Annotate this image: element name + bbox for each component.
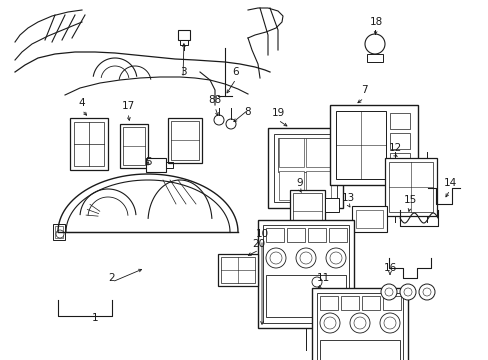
Circle shape — [399, 284, 415, 300]
Bar — [286, 228, 305, 242]
Text: 13: 13 — [341, 193, 354, 203]
Bar — [289, 190, 325, 232]
Bar — [120, 124, 148, 168]
Bar — [307, 228, 325, 242]
Text: 16: 16 — [383, 263, 396, 273]
Circle shape — [329, 252, 341, 264]
Circle shape — [364, 34, 384, 54]
Bar — [258, 220, 353, 328]
Bar — [168, 118, 202, 163]
Text: 7: 7 — [360, 85, 366, 95]
Bar — [265, 228, 284, 242]
Circle shape — [295, 248, 315, 268]
Text: 14: 14 — [443, 178, 456, 188]
Bar — [305, 171, 330, 200]
Bar — [328, 228, 346, 242]
Bar — [340, 296, 358, 310]
Bar — [389, 133, 409, 149]
Bar — [273, 134, 336, 202]
Circle shape — [349, 313, 369, 333]
Bar — [361, 296, 379, 310]
Circle shape — [353, 317, 365, 329]
Bar — [279, 171, 304, 200]
Bar — [278, 138, 332, 172]
Circle shape — [311, 277, 321, 287]
Bar — [265, 275, 346, 317]
Bar — [335, 111, 385, 179]
Bar — [146, 158, 165, 172]
Circle shape — [269, 252, 282, 264]
Bar — [221, 257, 254, 283]
Bar — [319, 296, 337, 310]
Text: 15: 15 — [403, 195, 416, 205]
Circle shape — [422, 288, 430, 296]
Text: 11: 11 — [316, 273, 329, 283]
Bar — [329, 105, 417, 185]
Bar — [218, 254, 258, 286]
Text: 6: 6 — [232, 67, 239, 77]
Circle shape — [325, 248, 346, 268]
Bar — [351, 206, 386, 232]
Text: 17: 17 — [121, 101, 134, 111]
Circle shape — [324, 317, 335, 329]
Circle shape — [379, 313, 399, 333]
Text: 4: 4 — [79, 98, 85, 108]
Text: 20: 20 — [252, 239, 265, 249]
Bar — [171, 121, 199, 160]
Bar — [305, 138, 330, 167]
Bar — [55, 226, 63, 238]
Bar — [388, 162, 432, 212]
Bar — [382, 296, 400, 310]
Bar — [279, 138, 304, 167]
Bar — [316, 293, 402, 360]
Bar — [319, 340, 399, 360]
Bar — [389, 113, 409, 129]
Circle shape — [265, 248, 285, 268]
Text: 18: 18 — [368, 17, 382, 27]
Circle shape — [225, 119, 236, 129]
Circle shape — [214, 115, 224, 125]
Text: 2: 2 — [108, 273, 115, 283]
Bar — [123, 127, 145, 165]
Circle shape — [319, 313, 339, 333]
Bar — [384, 158, 436, 216]
Text: 19: 19 — [271, 108, 284, 118]
Text: 10: 10 — [255, 229, 268, 239]
Text: 9: 9 — [296, 178, 303, 188]
Circle shape — [299, 252, 311, 264]
Circle shape — [383, 317, 395, 329]
Bar — [74, 122, 104, 166]
Bar — [325, 198, 338, 212]
Circle shape — [418, 284, 434, 300]
Bar — [70, 118, 108, 170]
Text: 8: 8 — [244, 107, 251, 117]
Circle shape — [380, 284, 396, 300]
Bar — [355, 210, 382, 228]
Bar — [178, 30, 190, 40]
Bar — [389, 153, 409, 169]
Text: 88: 88 — [208, 95, 221, 105]
Text: 12: 12 — [387, 143, 401, 153]
Bar — [292, 193, 321, 229]
Bar — [53, 224, 65, 240]
Bar — [366, 54, 382, 62]
Bar — [311, 288, 407, 360]
Circle shape — [56, 230, 64, 238]
Circle shape — [384, 288, 392, 296]
Text: 1: 1 — [92, 313, 98, 323]
Text: 3: 3 — [179, 67, 186, 77]
Bar — [267, 128, 342, 208]
Circle shape — [403, 288, 411, 296]
Bar — [263, 225, 348, 323]
Text: 5: 5 — [144, 157, 151, 167]
Bar — [180, 40, 187, 45]
